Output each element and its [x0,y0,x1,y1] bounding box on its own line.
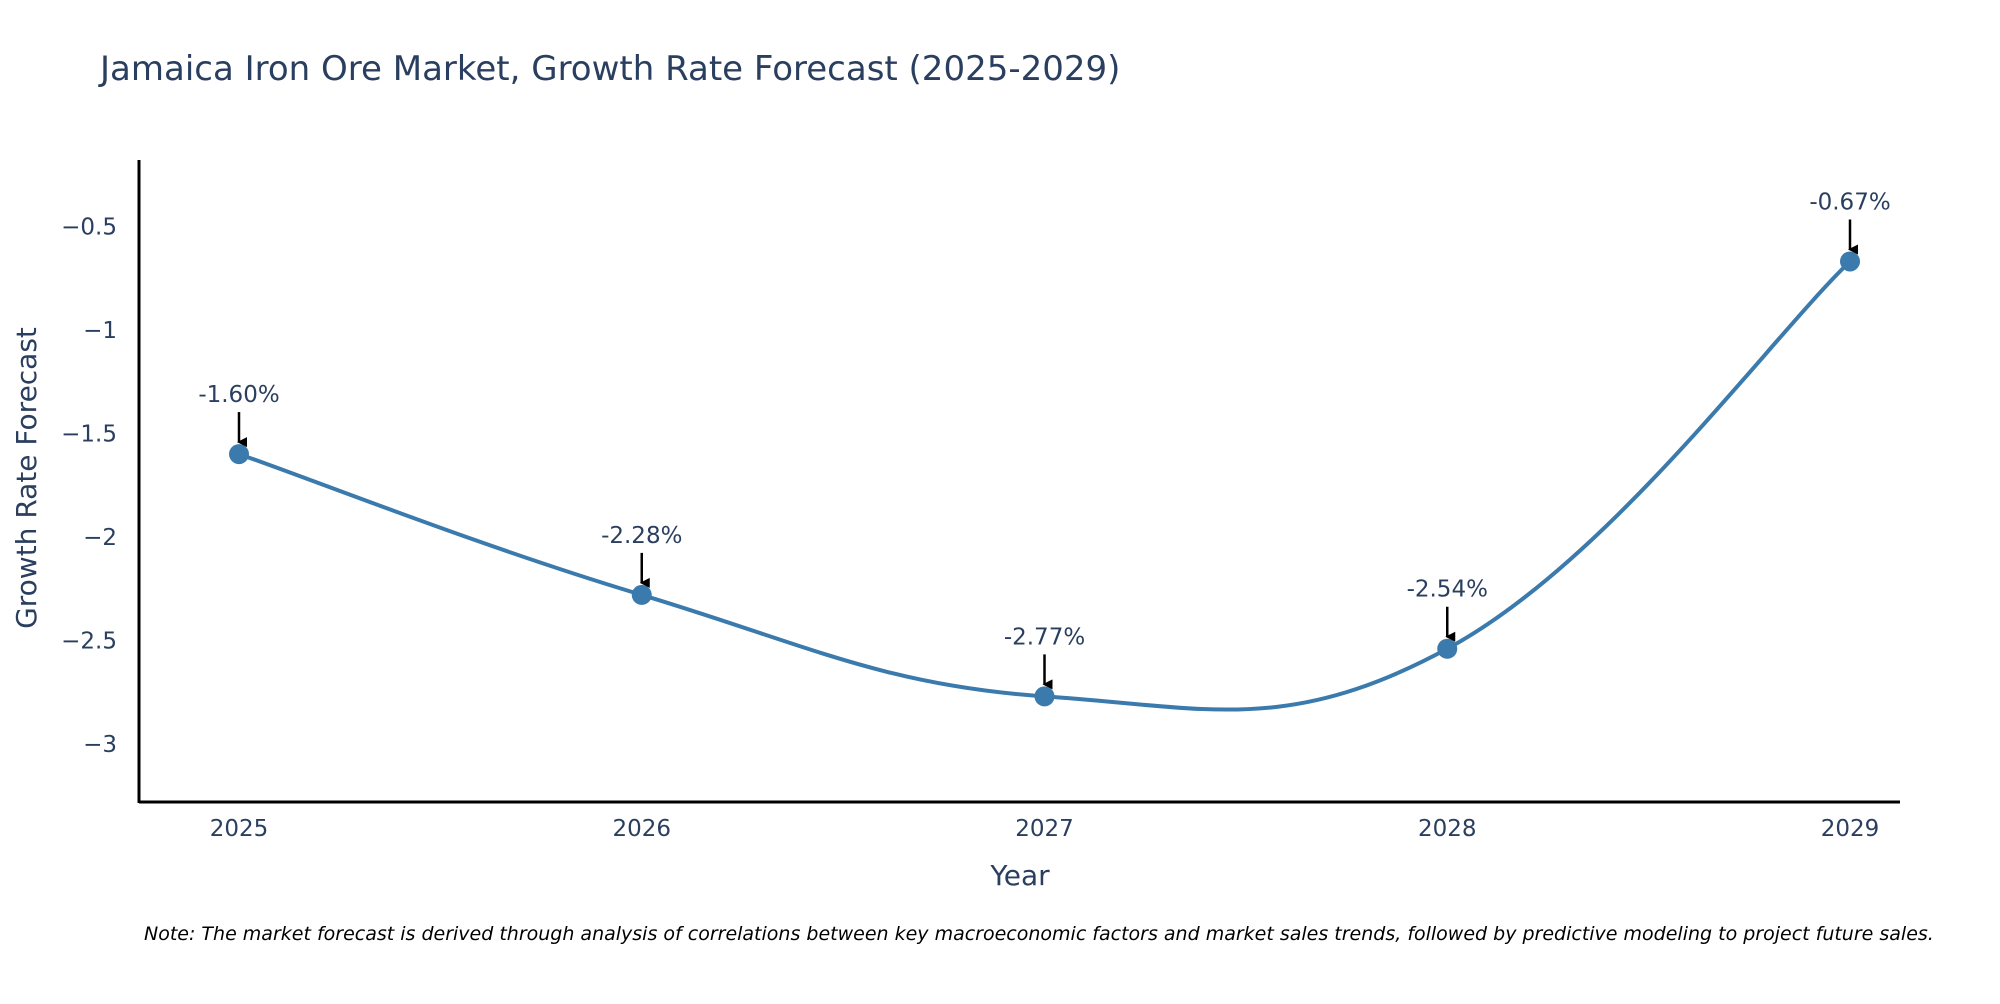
x-tick-label: 2025 [210,816,269,842]
data-label: -1.60% [198,382,279,408]
y-ticks: −0.5 −1 −1.5 −2 −2.5 −3 [61,214,117,758]
data-point [1034,686,1055,707]
chart-title: Jamaica Iron Ore Market, Growth Rate For… [98,49,1120,89]
x-ticks: 2025 2026 2027 2028 2029 [210,816,1880,842]
data-point [229,444,249,465]
data-label: -2.77% [1004,624,1085,650]
axes [137,160,1900,804]
y-tick-label: −2 [83,525,117,551]
x-tick-label: 2029 [1821,816,1880,842]
data-point [1437,638,1458,659]
series-line [238,260,1852,712]
x-tick-label: 2028 [1418,816,1477,842]
data-point [631,584,652,605]
y-tick-label: −1.5 [61,421,117,447]
y-axis-title: Growth Rate Forecast [10,327,43,629]
data-point [1840,251,1860,272]
x-tick-label: 2026 [612,816,671,842]
series-growth-rate [229,251,1860,712]
y-tick-label: −0.5 [61,214,117,240]
data-labels: -1.60% -2.28% -2.77% -2.54% -0.67% [198,189,1891,690]
data-label: -2.28% [601,523,682,549]
data-label: -2.54% [1407,577,1488,603]
x-tick-label: 2027 [1015,816,1074,842]
x-axis-title: Year [989,859,1050,892]
y-tick-label: −2.5 [61,628,117,654]
data-label: -0.67% [1809,189,1890,215]
chart-note: Note: The market forecast is derived thr… [144,923,1934,945]
y-tick-label: −1 [83,318,117,344]
y-tick-label: −3 [83,732,117,758]
